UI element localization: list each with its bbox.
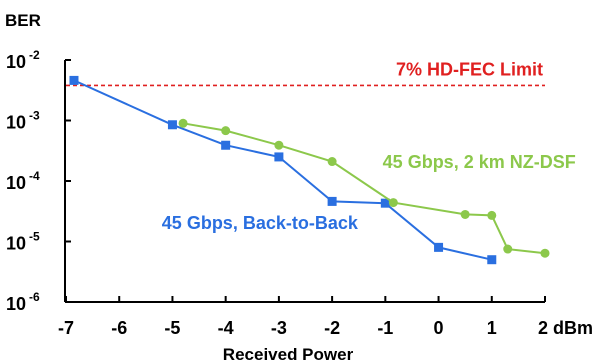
data-point-back-to-back [487,255,497,265]
y-ticks: 10-210-310-410-510-6 [6,48,71,314]
data-point-nz-dsf [327,157,337,167]
x-ticks: -7 -6 -5 -4 -3 -2 -1 0 1 2 dBm [58,296,593,338]
data-point-nz-dsf [503,244,513,254]
data-point-back-to-back [434,242,444,252]
data-point-nz-dsf [274,140,284,150]
y-tick-base: 10 [6,294,26,314]
data-point-nz-dsf [540,248,550,258]
data-point-nz-dsf [221,126,231,136]
data-point-back-to-back [167,120,177,130]
y-tick-base: 10 [6,52,26,72]
data-point-back-to-back [274,152,284,162]
data-point-nz-dsf [487,210,497,220]
x-tick-label: 0 [434,318,444,338]
x-tick-label: 1 [487,318,497,338]
x-tick-label: -3 [271,318,287,338]
y-tick-label: 10 -4 [6,169,40,193]
data-point-nz-dsf [388,198,398,208]
y-axis-label: BER [5,11,41,30]
x-axis-label: Received Power [223,345,354,363]
x-tick-label: -2 [324,318,340,338]
x-tick-label: -1 [377,318,393,338]
annotations: 7% HD-FEC Limit [66,59,545,87]
y-tick-base: 10 [6,113,26,133]
y-tick-exponent: -4 [29,169,40,183]
series-label-back-to-back: 45 Gbps, Back-to-Back [162,213,359,233]
x-tick-label: 2 dBm [538,318,593,338]
y-tick-label: 10 -3 [6,109,40,133]
series-line-nz-dsf [182,122,546,255]
data-point-back-to-back [327,196,337,206]
y-tick-base: 10 [6,173,26,193]
data-point-back-to-back [69,75,79,85]
y-tick-base: 10 [6,234,26,254]
fec-limit-label: 7% HD-FEC Limit [396,59,543,79]
series-layer: 45 Gbps, Back-to-Back 45 Gbps, 2 km NZ-DS… [69,75,576,265]
y-tick-exponent: -2 [29,48,40,62]
data-point-back-to-back [380,198,390,208]
y-tick-label: 10 -2 [6,48,40,72]
data-point-nz-dsf [178,118,188,128]
series-line-back-to-back [73,79,493,261]
x-tick-label: -6 [111,318,127,338]
y-tick-exponent: -5 [29,230,40,244]
x-tick-label: -5 [164,318,180,338]
y-tick-label: 10 -6 [6,290,40,314]
data-point-nz-dsf [460,209,470,219]
y-tick-label: 10 -5 [6,230,40,254]
data-point-back-to-back [221,140,231,150]
y-tick-exponent: -6 [29,290,40,304]
y-tick-exponent: -3 [29,109,40,123]
series-label-nz-dsf: 45 Gbps, 2 km NZ-DSF [383,152,576,172]
x-tick-label: -7 [58,318,74,338]
x-tick-label: -4 [218,318,234,338]
